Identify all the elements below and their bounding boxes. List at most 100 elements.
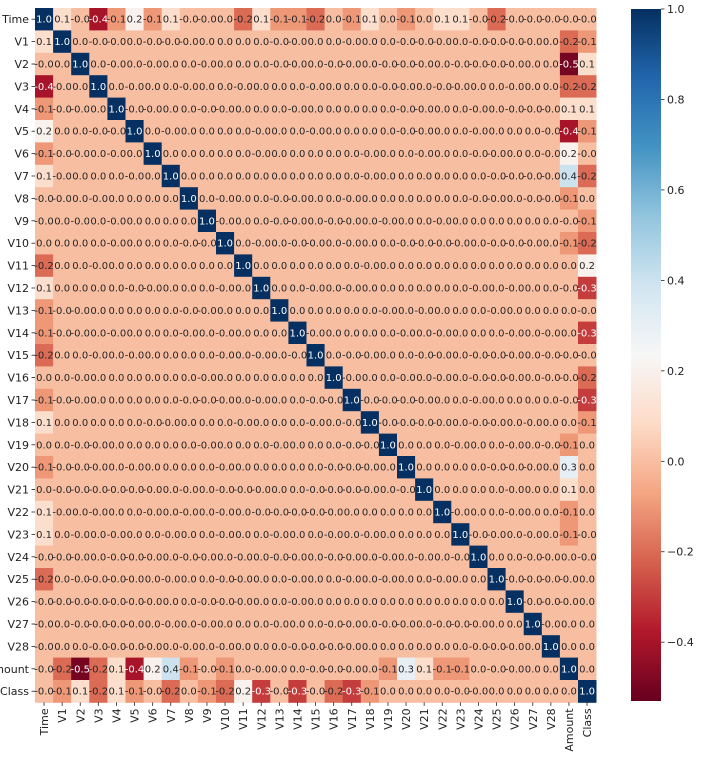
cell-value-label: -0.0 — [487, 60, 507, 71]
heatmap-cell — [107, 187, 126, 210]
cell-value-label: -0.0 — [414, 306, 434, 317]
heatmap-cell — [89, 254, 108, 278]
heatmap-cell — [433, 187, 452, 210]
heatmap-cell — [107, 75, 126, 98]
heatmap-cell — [143, 142, 163, 166]
cell-value-label: 0.0 — [452, 216, 468, 227]
heatmap-cell — [107, 657, 126, 681]
heatmap-cell — [197, 590, 217, 614]
column-tick-label: V6 — [147, 708, 160, 723]
cell-value-label: -0.0 — [107, 530, 127, 541]
heatmap-cell — [342, 478, 362, 502]
cell-value-label: 0.0 — [217, 127, 233, 138]
heatmap-cell — [197, 142, 217, 166]
heatmap-cell — [578, 545, 597, 569]
cell-value-label: 1.0 — [90, 82, 106, 93]
cell-value-label: 0.0 — [289, 463, 305, 474]
heatmap-cell — [288, 635, 307, 658]
cell-value-label: -0.0 — [215, 284, 235, 295]
heatmap-cell — [487, 612, 506, 636]
heatmap-cell — [71, 97, 90, 121]
heatmap-cell — [523, 344, 543, 367]
cell-value-label: -0.0 — [89, 351, 109, 362]
cell-value-label: 0.0 — [416, 440, 432, 451]
heatmap-cell — [53, 500, 72, 524]
cell-value-label: -0.0 — [378, 216, 398, 227]
cell-value-label: 0.2 — [145, 664, 161, 675]
heatmap-cell — [179, 187, 199, 210]
heatmap-cell — [161, 276, 181, 300]
heatmap-cell — [179, 232, 199, 255]
heatmap-cell — [161, 75, 181, 98]
heatmap-cell — [197, 478, 217, 502]
heatmap-cell — [559, 187, 579, 210]
heatmap-cell — [324, 52, 344, 76]
heatmap-cell — [197, 344, 217, 367]
heatmap-cell — [487, 254, 506, 278]
cell-value-label: -0.0 — [89, 642, 109, 653]
cell-value-label: -0.0 — [577, 15, 597, 26]
cell-value-label: 0.0 — [525, 149, 541, 160]
heatmap-cell — [342, 299, 362, 322]
heatmap-cell — [197, 523, 217, 546]
heatmap-cell — [342, 411, 362, 434]
heatmap-cell — [306, 366, 325, 390]
heatmap-cell — [415, 232, 434, 255]
heatmap-cell — [541, 545, 561, 569]
cell-value-label: 0.0 — [271, 485, 287, 496]
heatmap-cell — [487, 411, 506, 434]
cell-value-label: -0.0 — [469, 373, 489, 384]
row-tick-label: V15 — [7, 349, 29, 362]
cell-value-label: 0.0 — [145, 463, 161, 474]
cell-value-label: 0.0 — [525, 485, 541, 496]
cell-value-label: 0.0 — [108, 172, 124, 183]
heatmap-cell — [578, 344, 597, 367]
heatmap-cell — [161, 500, 181, 524]
cell-value-label: -0.0 — [324, 530, 344, 541]
cell-value-label: -0.0 — [541, 620, 561, 631]
cell-value-label: 0.0 — [199, 575, 215, 586]
cell-value-label: 0.0 — [181, 261, 197, 272]
heatmap-cell — [415, 52, 434, 76]
cell-value-label: -0.0 — [179, 15, 199, 26]
cell-value-label: 0.0 — [416, 575, 432, 586]
cell-value-label: -0.0 — [541, 127, 561, 138]
cell-value-label: 1.0 — [163, 172, 179, 183]
cell-value-label: 0.0 — [163, 508, 179, 519]
cell-value-label: 0.0 — [271, 597, 287, 608]
cell-value-label: -0.0 — [179, 306, 199, 317]
cell-value-label: -0.0 — [125, 552, 145, 563]
heatmap-cell — [306, 8, 325, 31]
heatmap-cell — [523, 97, 543, 121]
row-tick-label: V1 — [14, 36, 29, 49]
cell-value-label: 0.0 — [452, 194, 468, 205]
heatmap-cell — [234, 8, 253, 31]
column-tick-label: V15 — [310, 708, 323, 730]
column-tick-label: V9 — [201, 708, 214, 723]
heatmap-cell — [234, 568, 253, 591]
cell-value-label: 0.0 — [326, 239, 342, 250]
heatmap-cell — [397, 590, 416, 614]
cell-value-label: -0.0 — [161, 418, 181, 429]
cell-value-label: -0.0 — [541, 597, 561, 608]
heatmap-cell — [415, 344, 434, 367]
cell-value-label: 0.0 — [72, 127, 88, 138]
heatmap-cell — [179, 680, 199, 703]
heatmap-cell — [397, 433, 416, 457]
cell-value-label: -0.0 — [505, 485, 525, 496]
heatmap-cell — [234, 366, 253, 390]
heatmap-cell — [107, 30, 126, 54]
heatmap-cell — [71, 254, 90, 278]
heatmap-cell — [578, 456, 597, 479]
cell-value-label: -0.1 — [559, 508, 579, 519]
cell-value-label: 0.0 — [525, 127, 541, 138]
heatmap-cell — [35, 388, 54, 412]
cell-value-label: -0.0 — [559, 216, 579, 227]
cell-value-label: 0.0 — [217, 172, 233, 183]
cell-value-label: -0.0 — [523, 575, 543, 586]
cell-value-label: 0.0 — [289, 440, 305, 451]
heatmap-cell — [197, 120, 217, 143]
cell-value-label: -0.0 — [34, 60, 54, 71]
heatmap-cell — [342, 545, 362, 569]
cell-value-label: -0.0 — [541, 149, 561, 160]
